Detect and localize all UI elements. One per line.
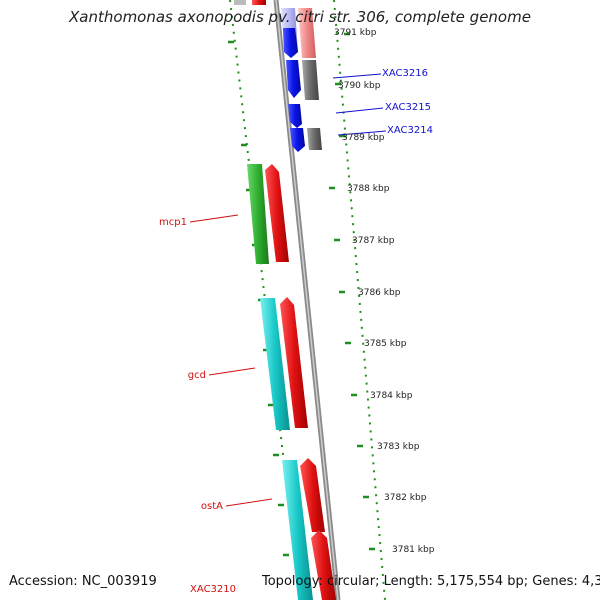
gene-group-gcd [260, 297, 308, 430]
gene-block-partial[interactable] [252, 0, 266, 5]
gene-block[interactable] [307, 128, 322, 150]
kbp-label: 3782 kbp [384, 493, 427, 503]
gene-label-xac3216[interactable]: XAC3216 [382, 68, 428, 79]
gene-arrow[interactable] [265, 164, 289, 262]
label-leaders [189, 73, 387, 507]
kbp-label: 3786 kbp [358, 288, 401, 298]
major-ticks [228, 32, 375, 557]
gene-labels: XAC3216 XAC3215 XAC3214 mcp1 gcd ostA XA… [159, 68, 433, 595]
gene-arrow-xac3216[interactable] [286, 60, 301, 98]
kbp-label: 3791 kbp [334, 28, 377, 38]
kbp-label: 3789 kbp [342, 133, 385, 143]
gene-label-xac3210[interactable]: XAC3210 [190, 584, 236, 595]
kbp-labels: 3791 kbp 3790 kbp 3789 kbp 3788 kbp 3787… [334, 28, 435, 555]
genome-title: Xanthomonas axonopodis pv. citri str. 30… [69, 8, 531, 26]
gene-block-gcd[interactable] [260, 298, 290, 430]
kbp-label: 3790 kbp [338, 81, 381, 91]
gene-group-mcp1 [247, 164, 289, 264]
gene-arrow-xac3210[interactable] [311, 530, 336, 600]
topology-text: Topology: circular; Length: 5,175,554 bp… [262, 574, 600, 589]
gene-block[interactable] [298, 8, 316, 58]
gene-group-ostA [282, 458, 336, 600]
kbp-label: 3785 kbp [364, 339, 407, 349]
gene-arrow-xac3214[interactable] [290, 128, 305, 152]
kbp-label: 3784 kbp [370, 391, 413, 401]
gene-block-ostA[interactable] [282, 460, 313, 600]
accession-text: Accession: NC_003919 [9, 574, 157, 589]
gene-block-mcp1[interactable] [247, 164, 269, 264]
genome-backbone [273, 0, 341, 600]
gene-label-xac3214[interactable]: XAC3214 [387, 125, 433, 136]
kbp-label: 3787 kbp [352, 236, 395, 246]
gene-block[interactable] [302, 60, 319, 100]
kbp-label: 3781 kbp [392, 545, 435, 555]
gene-arrow-xac3215[interactable] [288, 104, 302, 128]
kbp-label: 3788 kbp [347, 184, 390, 194]
gene-group-top [281, 8, 322, 152]
gene-arrow[interactable] [283, 28, 298, 58]
gene-arrow[interactable] [300, 458, 325, 532]
gene-block-partial[interactable] [234, 0, 246, 5]
gene-label-gcd[interactable]: gcd [188, 370, 206, 381]
kbp-label: 3783 kbp [377, 442, 420, 452]
gene-label-mcp1[interactable]: mcp1 [159, 217, 187, 228]
gene-label-xac3215[interactable]: XAC3215 [385, 102, 431, 113]
gene-label-ostA[interactable]: ostA [201, 501, 223, 512]
gene-arrow[interactable] [280, 297, 308, 428]
